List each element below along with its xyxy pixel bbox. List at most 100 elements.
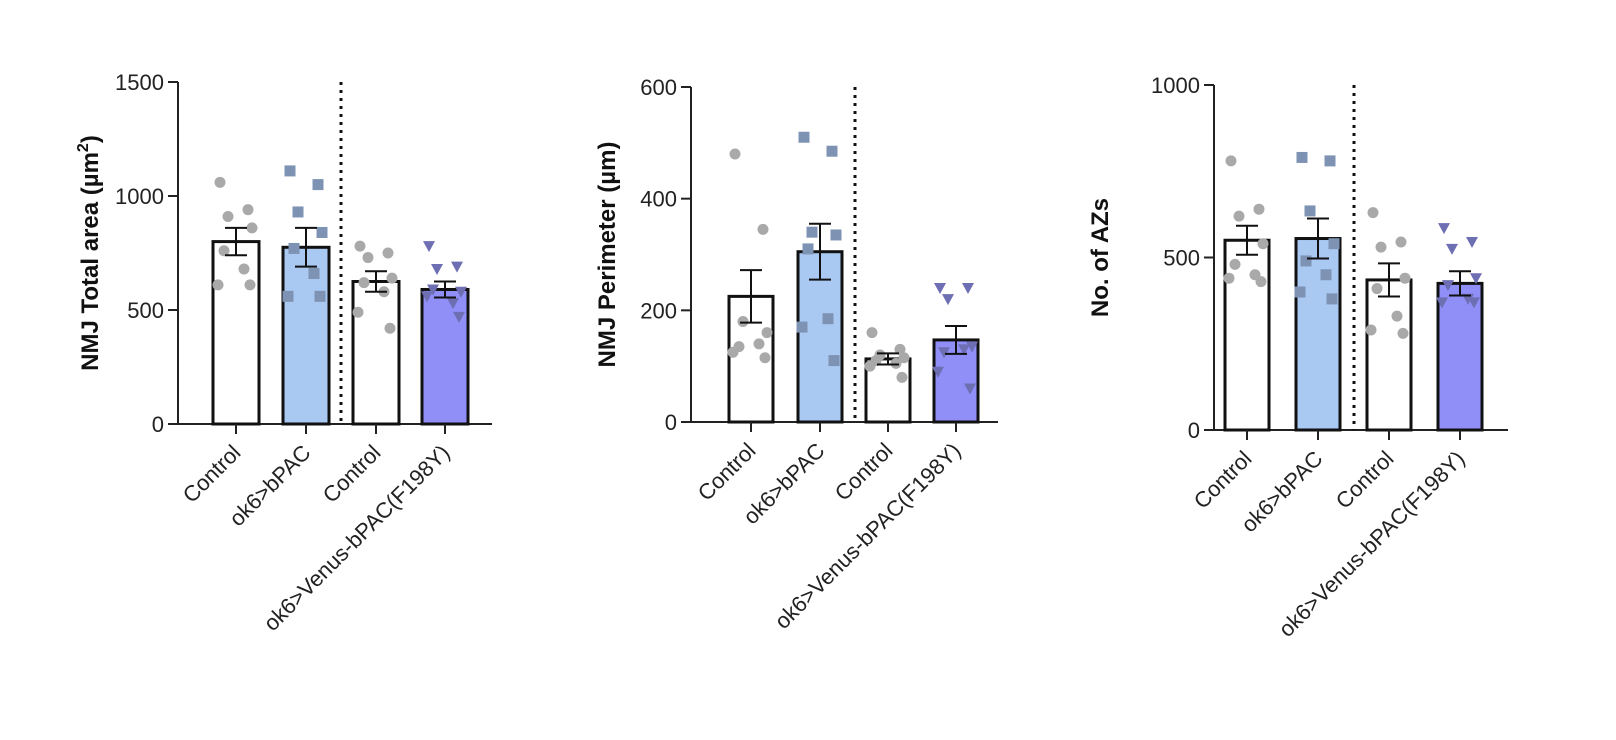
data-point <box>1470 273 1482 285</box>
data-point <box>737 316 749 327</box>
y-axis-title-text: NMJ Total area (µm <box>77 152 104 371</box>
data-point <box>453 311 465 323</box>
y-tick-label: 500 <box>1163 246 1200 271</box>
data-point <box>1436 297 1448 309</box>
data-point <box>966 341 978 353</box>
y-axis-title-text: No. of AZs <box>1087 198 1114 317</box>
data-point <box>1233 210 1245 222</box>
data-point <box>802 243 814 255</box>
data-point <box>314 290 326 302</box>
data-point <box>759 352 771 364</box>
data-point <box>958 344 970 356</box>
data-point <box>1399 272 1411 284</box>
data-point <box>218 245 230 257</box>
data-point <box>212 279 224 291</box>
data-point <box>964 383 976 395</box>
data-point <box>727 346 739 358</box>
y-tick-label: 1500 <box>115 70 164 95</box>
bar <box>1294 237 1342 432</box>
data-point <box>942 294 954 306</box>
data-point <box>1223 272 1235 284</box>
data-point <box>826 145 838 157</box>
data-point <box>761 327 773 339</box>
data-point <box>1365 324 1377 336</box>
data-point <box>423 241 435 253</box>
category-label: Control <box>830 438 898 506</box>
data-point <box>1304 205 1316 217</box>
y-axis-title: No. of AZs <box>1087 198 1114 317</box>
data-point <box>427 284 439 296</box>
data-point <box>1300 255 1312 267</box>
data-point <box>890 357 902 369</box>
data-point <box>962 283 974 294</box>
data-point <box>362 252 374 264</box>
data-point <box>352 306 364 318</box>
data-point <box>282 290 294 302</box>
data-point <box>1466 236 1478 248</box>
bar <box>351 280 401 426</box>
bar <box>281 245 331 426</box>
y-tick-label: 1000 <box>115 184 164 209</box>
data-point <box>822 313 834 325</box>
data-point <box>431 263 443 275</box>
data-point <box>894 343 906 355</box>
data-point <box>284 165 296 177</box>
data-point <box>1438 223 1450 235</box>
y-axis-title: NMJ Total area (µm2) <box>75 135 104 371</box>
data-point <box>938 347 950 359</box>
data-point <box>1229 258 1241 270</box>
data-point <box>238 263 250 275</box>
y-tick-label: 1000 <box>1151 73 1200 98</box>
data-point <box>312 179 324 191</box>
data-point <box>753 338 765 350</box>
data-point <box>447 298 459 310</box>
data-point <box>866 327 878 339</box>
data-point <box>1328 238 1340 250</box>
data-point <box>288 242 300 254</box>
category-label: Control <box>178 440 246 508</box>
data-point <box>455 286 467 298</box>
y-tick-label: 400 <box>640 187 677 212</box>
y-axis-title-superscript: 2 <box>75 143 92 152</box>
data-point <box>934 283 946 294</box>
data-point <box>864 360 876 372</box>
y-axis-title-end: ) <box>77 135 104 143</box>
data-point <box>246 222 258 234</box>
category-label: Control <box>318 440 386 508</box>
y-tick-label: 0 <box>665 410 677 435</box>
data-point <box>1468 297 1480 309</box>
y-tick-label: 0 <box>1188 418 1200 443</box>
data-point <box>796 321 808 333</box>
data-point <box>382 247 394 259</box>
data-point <box>1446 243 1458 255</box>
data-point <box>292 206 304 218</box>
data-point <box>1296 151 1308 163</box>
data-point <box>242 204 254 216</box>
category-label: Control <box>693 438 761 506</box>
data-point <box>1395 236 1407 248</box>
y-tick-label: 200 <box>640 298 677 323</box>
data-point <box>1294 286 1306 298</box>
data-point <box>1462 293 1474 305</box>
y-axis-title: NMJ Perimeter (µm) <box>594 142 621 368</box>
category-label: Control <box>1331 446 1399 514</box>
data-point <box>308 268 320 280</box>
bar <box>211 240 261 426</box>
data-point <box>316 226 328 238</box>
data-point <box>451 261 463 273</box>
data-point <box>1257 238 1269 250</box>
data-point <box>1397 327 1409 339</box>
data-point <box>830 229 842 241</box>
bar <box>420 287 470 426</box>
data-point <box>757 223 769 235</box>
data-point <box>222 211 234 223</box>
data-point <box>1375 241 1387 253</box>
data-point <box>1367 207 1379 219</box>
bar <box>1223 238 1271 432</box>
data-point <box>898 352 910 364</box>
data-point <box>932 366 944 378</box>
y-tick-label: 0 <box>152 412 164 437</box>
data-point <box>729 148 741 160</box>
